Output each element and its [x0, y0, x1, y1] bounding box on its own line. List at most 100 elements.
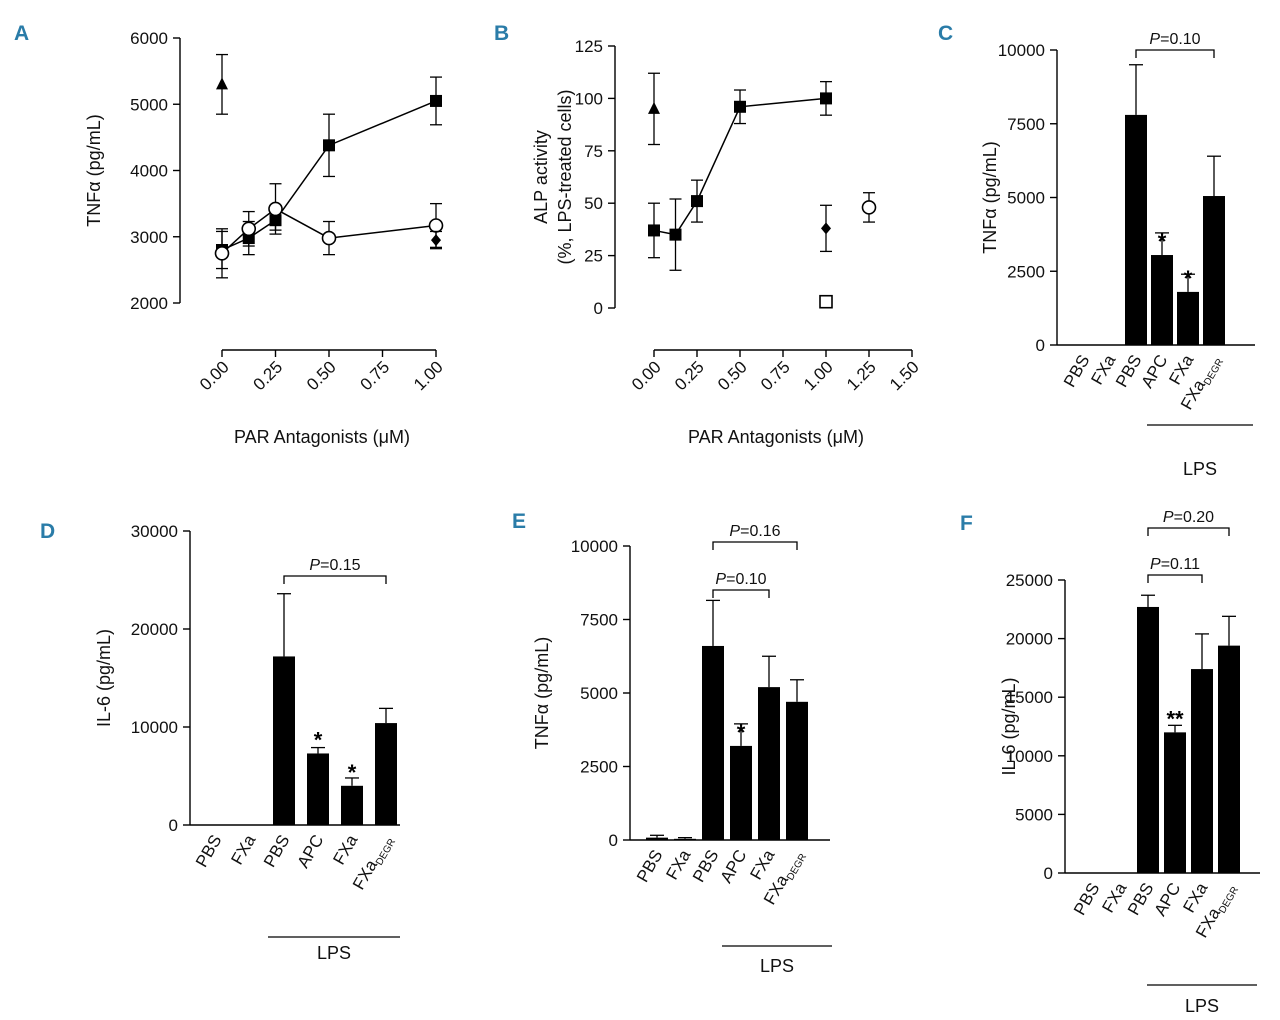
data-point	[648, 101, 660, 114]
bar	[786, 701, 808, 840]
significance-bracket	[283, 575, 387, 584]
y-tick-label: 20000	[1006, 630, 1053, 649]
bar	[1218, 645, 1240, 873]
significance-marker: **	[1166, 706, 1184, 731]
p-value: =0.10	[726, 571, 767, 588]
category-subscript: DEGR	[1202, 357, 1226, 388]
x-tick-label: 0.25	[671, 357, 708, 394]
y-tick-label: 0	[1044, 864, 1053, 883]
category-subscript: DEGR	[1217, 885, 1241, 916]
bracket-p-value: P=0.10	[1149, 31, 1200, 48]
panel-label: E	[512, 510, 526, 533]
significance-bracket	[1147, 574, 1203, 583]
x-axis-label: PAR Antagonists (μM)	[234, 427, 410, 447]
x-tick-label: 0.75	[356, 357, 393, 394]
bar	[730, 745, 752, 840]
y-axis-label: TNFα (pg/mL)	[84, 114, 104, 226]
y-tick-label: 20000	[131, 620, 178, 639]
x-category-label: PBS	[1060, 352, 1093, 391]
y-tick-label: 2000	[130, 294, 168, 313]
bar	[1191, 669, 1213, 873]
data-point	[321, 230, 337, 246]
x-category-label: PBS	[1070, 880, 1103, 919]
bar	[1177, 291, 1199, 345]
significance-marker: *	[737, 720, 746, 745]
y-tick-label: 10000	[1006, 747, 1053, 766]
y-tick-label: 75	[584, 142, 603, 161]
category-subscript: DEGR	[785, 852, 809, 883]
y-tick-label: 5000	[130, 95, 168, 114]
p-symbol: P	[1149, 31, 1160, 48]
panel-f: F 0 5000 10000 15000 20000 25000 IL-6 (pg/mL) PB…	[960, 509, 1260, 1016]
y-tick-label: 0	[1036, 336, 1045, 355]
significance-bracket	[712, 541, 798, 550]
x-category-label: FXa	[329, 831, 361, 868]
y-axis-label: TNFα (pg/mL)	[980, 141, 1000, 253]
bar	[702, 645, 724, 840]
data-point	[216, 77, 228, 90]
y-tick-label: 30000	[131, 522, 178, 541]
x-category-label: APC	[717, 847, 751, 887]
significance-bracket	[1147, 527, 1230, 536]
y-tick-label: 3000	[130, 228, 168, 247]
data-point	[669, 228, 682, 241]
bar	[758, 687, 780, 840]
panel-label: D	[40, 520, 55, 543]
series-filled-triangle	[216, 53, 228, 115]
y-axis-label: IL-6 (pg/mL)	[94, 629, 114, 727]
y-tick-label: 10000	[131, 718, 178, 737]
y-tick-label: 0	[169, 816, 178, 835]
data-point	[431, 234, 441, 247]
p-symbol: P	[729, 523, 740, 540]
y-tick-label: 7500	[580, 611, 618, 630]
y-tick-label: 5000	[580, 684, 618, 703]
category-subscript: DEGR	[374, 837, 398, 868]
x-tick-label: 0.00	[196, 357, 233, 394]
p-symbol: P	[1150, 556, 1161, 573]
y-tick-label: 2500	[1007, 262, 1045, 281]
significance-marker: *	[1184, 266, 1193, 291]
y-tick-label: 2500	[580, 758, 618, 777]
series-filled-square	[648, 80, 832, 271]
panel-a: A 2000 3000 4000 5000 6000 0.00 0.25 0.50 0.75 1.0…	[14, 22, 447, 447]
series-filled-triangle	[648, 72, 660, 146]
bar	[674, 838, 696, 840]
x-tick-label: 1.00	[410, 357, 447, 394]
x-category-label: FXa	[227, 831, 259, 868]
y-tick-label: 10000	[998, 41, 1045, 60]
bar	[1125, 114, 1147, 346]
significance-marker: *	[1158, 229, 1167, 254]
significance-bracket	[1135, 49, 1215, 58]
x-tick-label: 0.50	[303, 357, 340, 394]
x-category-label: PBS	[260, 832, 293, 871]
y-tick-label: 125	[575, 37, 603, 56]
p-value: =0.20	[1174, 509, 1215, 526]
x-category-label: APC	[294, 832, 328, 872]
y-tick-label: 7500	[1007, 115, 1045, 134]
x-category-label: PBS	[689, 847, 722, 886]
y-axis-label: ALP activity	[531, 130, 551, 224]
panel-label: C	[938, 22, 953, 45]
bar	[341, 785, 363, 825]
panel-label: B	[494, 22, 509, 45]
significance-bracket	[712, 589, 770, 598]
x-category-label: APC	[1138, 352, 1172, 392]
y-axis-label: TNFα (pg/mL)	[532, 637, 552, 749]
bar	[1203, 196, 1225, 345]
data-point	[734, 100, 746, 113]
x-tick-label: 1.00	[800, 357, 837, 394]
bar	[1151, 255, 1173, 345]
significance-marker: *	[348, 760, 357, 785]
x-tick-label: 0.00	[628, 357, 665, 394]
group-label: LPS	[1185, 996, 1219, 1016]
group-label: LPS	[760, 956, 794, 976]
bracket-p-value: P=0.20	[1163, 509, 1214, 526]
y-tick-label: 25	[584, 247, 603, 266]
series-open-circle	[214, 183, 444, 279]
y-tick-label: 5000	[1015, 805, 1053, 824]
x-tick-label: 0.50	[714, 357, 751, 394]
data-point	[323, 139, 335, 152]
